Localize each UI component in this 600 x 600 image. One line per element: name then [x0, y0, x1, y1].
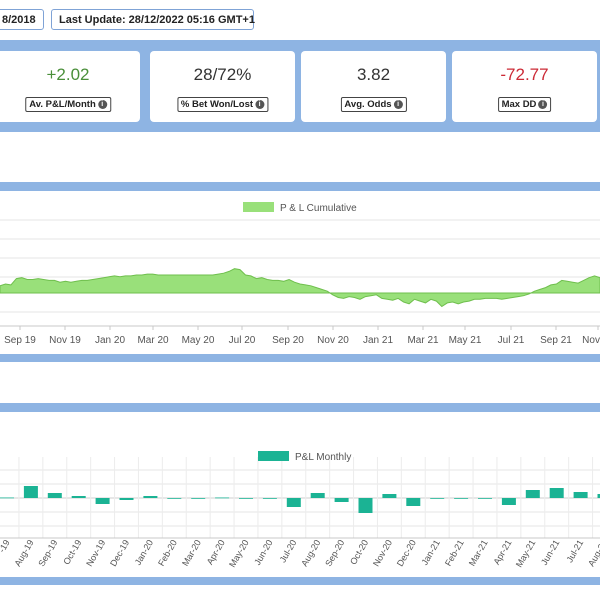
x-tick-label: Mar 20	[137, 335, 169, 346]
x-tick-label: Nov 19	[49, 335, 81, 346]
x-tick-label: Sep-20	[323, 538, 346, 568]
cumulative-area	[0, 268, 600, 308]
legend-swatch	[258, 451, 289, 461]
stat-card-bet-won-lost: 28/72% % Bet Won/Lost i	[150, 51, 295, 122]
x-tick-label: Feb-21	[443, 538, 466, 568]
x-tick-label: Apr-21	[491, 538, 513, 566]
monthly-bar	[454, 498, 469, 499]
x-tick-label: Oct-19	[61, 538, 83, 566]
info-icon[interactable]: i	[255, 99, 265, 109]
stat-label-text: % Bet Won/Lost	[180, 99, 254, 110]
monthly-bar	[358, 498, 373, 513]
x-tick-label: Sep-19	[36, 538, 59, 568]
monthly-bar	[167, 498, 182, 499]
x-tick-label: May-21	[514, 538, 538, 569]
monthly-bar	[334, 498, 349, 502]
stat-card-avg-odds: 3.82 Avg. Odds i	[301, 51, 446, 122]
x-tick-label: Aug-21	[586, 538, 600, 568]
monthly-bar	[143, 496, 158, 498]
monthly-bar	[597, 494, 600, 498]
x-tick-label: May 20	[182, 335, 215, 346]
x-tick-label: Sep 20	[272, 335, 304, 346]
info-icon[interactable]: i	[97, 99, 107, 109]
monthly-bar	[573, 492, 588, 498]
legend-swatch	[243, 202, 274, 212]
stat-label-text: Max DD	[501, 99, 537, 110]
x-tick-label: May-20	[227, 538, 251, 569]
monthly-bar	[23, 486, 38, 498]
cumulative-chart-panel: P & L Cumulative Sep 19 Nov 19 Jan 20 Mar 2…	[0, 191, 600, 354]
x-tick-label: Jul 20	[229, 335, 256, 346]
x-tick-label: Mar 21	[407, 335, 439, 346]
stat-label-text: Av. P&L/Month	[29, 99, 96, 110]
x-tick-label: Jan 21	[363, 335, 393, 346]
x-tick-label: Sep 21	[540, 335, 572, 346]
monthly-bar	[406, 498, 421, 506]
x-tick-label: Aug-19	[12, 538, 35, 568]
stat-label[interactable]: Avg. Odds i	[340, 97, 407, 112]
start-date-pill: 8/2018	[0, 9, 44, 30]
stat-label-text: Avg. Odds	[344, 99, 392, 110]
monthly-bar	[239, 498, 253, 499]
x-tick-label: Oct-20	[348, 538, 370, 566]
stat-value: 3.82	[356, 65, 391, 84]
x-tick-label: Dec-20	[395, 538, 418, 568]
x-tick-label: Jun-21	[539, 538, 561, 567]
monthly-bar	[310, 493, 325, 498]
monthly-bar	[191, 498, 206, 499]
monthly-bar	[549, 488, 564, 498]
stat-label[interactable]: Max DD i	[497, 97, 552, 112]
x-tick-label: Feb-20	[156, 538, 179, 568]
x-tick-label: Jul-21	[564, 538, 585, 564]
monthly-bar	[215, 497, 230, 499]
x-tick-label: Sep 19	[4, 335, 36, 346]
monthly-bar	[525, 490, 540, 498]
monthly-bar	[501, 498, 516, 505]
monthly-bar	[71, 496, 86, 498]
x-tick-label: Jan-21	[420, 538, 442, 567]
x-tick-label: Jul 21	[498, 335, 525, 346]
x-tick-label: Mar-21	[467, 538, 490, 568]
x-tick-label: Dec-19	[108, 538, 131, 568]
legend-label: P & L Cumulative	[280, 203, 357, 214]
x-tick-label: Jan-20	[133, 538, 155, 567]
monthly-bar	[262, 498, 277, 499]
legend-label: P&L Monthly	[295, 452, 351, 463]
monthly-bar	[0, 497, 14, 499]
monthly-bar	[47, 493, 62, 498]
x-tick-label: Aug-20	[299, 538, 322, 568]
x-tick-label: Nov 21	[582, 335, 600, 346]
x-tick-label: May 21	[449, 335, 482, 346]
monthly-bar	[286, 498, 301, 507]
stat-card-max-dd: -72.77 Max DD i	[452, 51, 597, 122]
monthly-bar	[119, 498, 134, 500]
stat-value: 28/72%	[193, 65, 252, 84]
cumulative-chart: P & L Cumulative Sep 19 Nov 19 Jan 20 Mar 2…	[0, 202, 600, 346]
info-icon[interactable]: i	[538, 99, 548, 109]
monthly-chart-panel: P&L Monthly -19 Aug-19 Sep-19 Oct-19 Nov-19 D…	[0, 412, 600, 577]
x-tick-label: Nov 20	[317, 335, 349, 346]
monthly-bar	[430, 498, 445, 499]
stat-card-pl-month: +2.02 Av. P&L/Month i	[0, 51, 140, 122]
monthly-bar	[95, 498, 110, 504]
x-tick-label: Jun-20	[252, 538, 274, 567]
stat-value: +2.02	[46, 65, 90, 84]
x-tick-label: Jan 20	[95, 335, 125, 346]
x-tick-label: Jul-20	[278, 538, 299, 564]
stat-label[interactable]: % Bet Won/Lost i	[176, 97, 269, 112]
x-tick-label: Nov-19	[84, 538, 107, 568]
monthly-bar	[478, 498, 492, 499]
x-tick-label: -19	[0, 538, 12, 554]
monthly-bar	[382, 494, 397, 498]
x-tick-label: Apr-20	[205, 538, 227, 566]
monthly-chart: P&L Monthly -19 Aug-19 Sep-19 Oct-19 Nov-19 D…	[0, 451, 600, 569]
stat-label[interactable]: Av. P&L/Month i	[25, 97, 111, 112]
stat-value: -72.77	[500, 65, 549, 84]
x-tick-label: Mar-20	[180, 538, 203, 568]
x-tick-label: Nov-20	[371, 538, 394, 568]
last-update-pill: Last Update: 28/12/2022 05:16 GMT+1	[51, 9, 255, 30]
info-icon[interactable]: i	[393, 99, 403, 109]
